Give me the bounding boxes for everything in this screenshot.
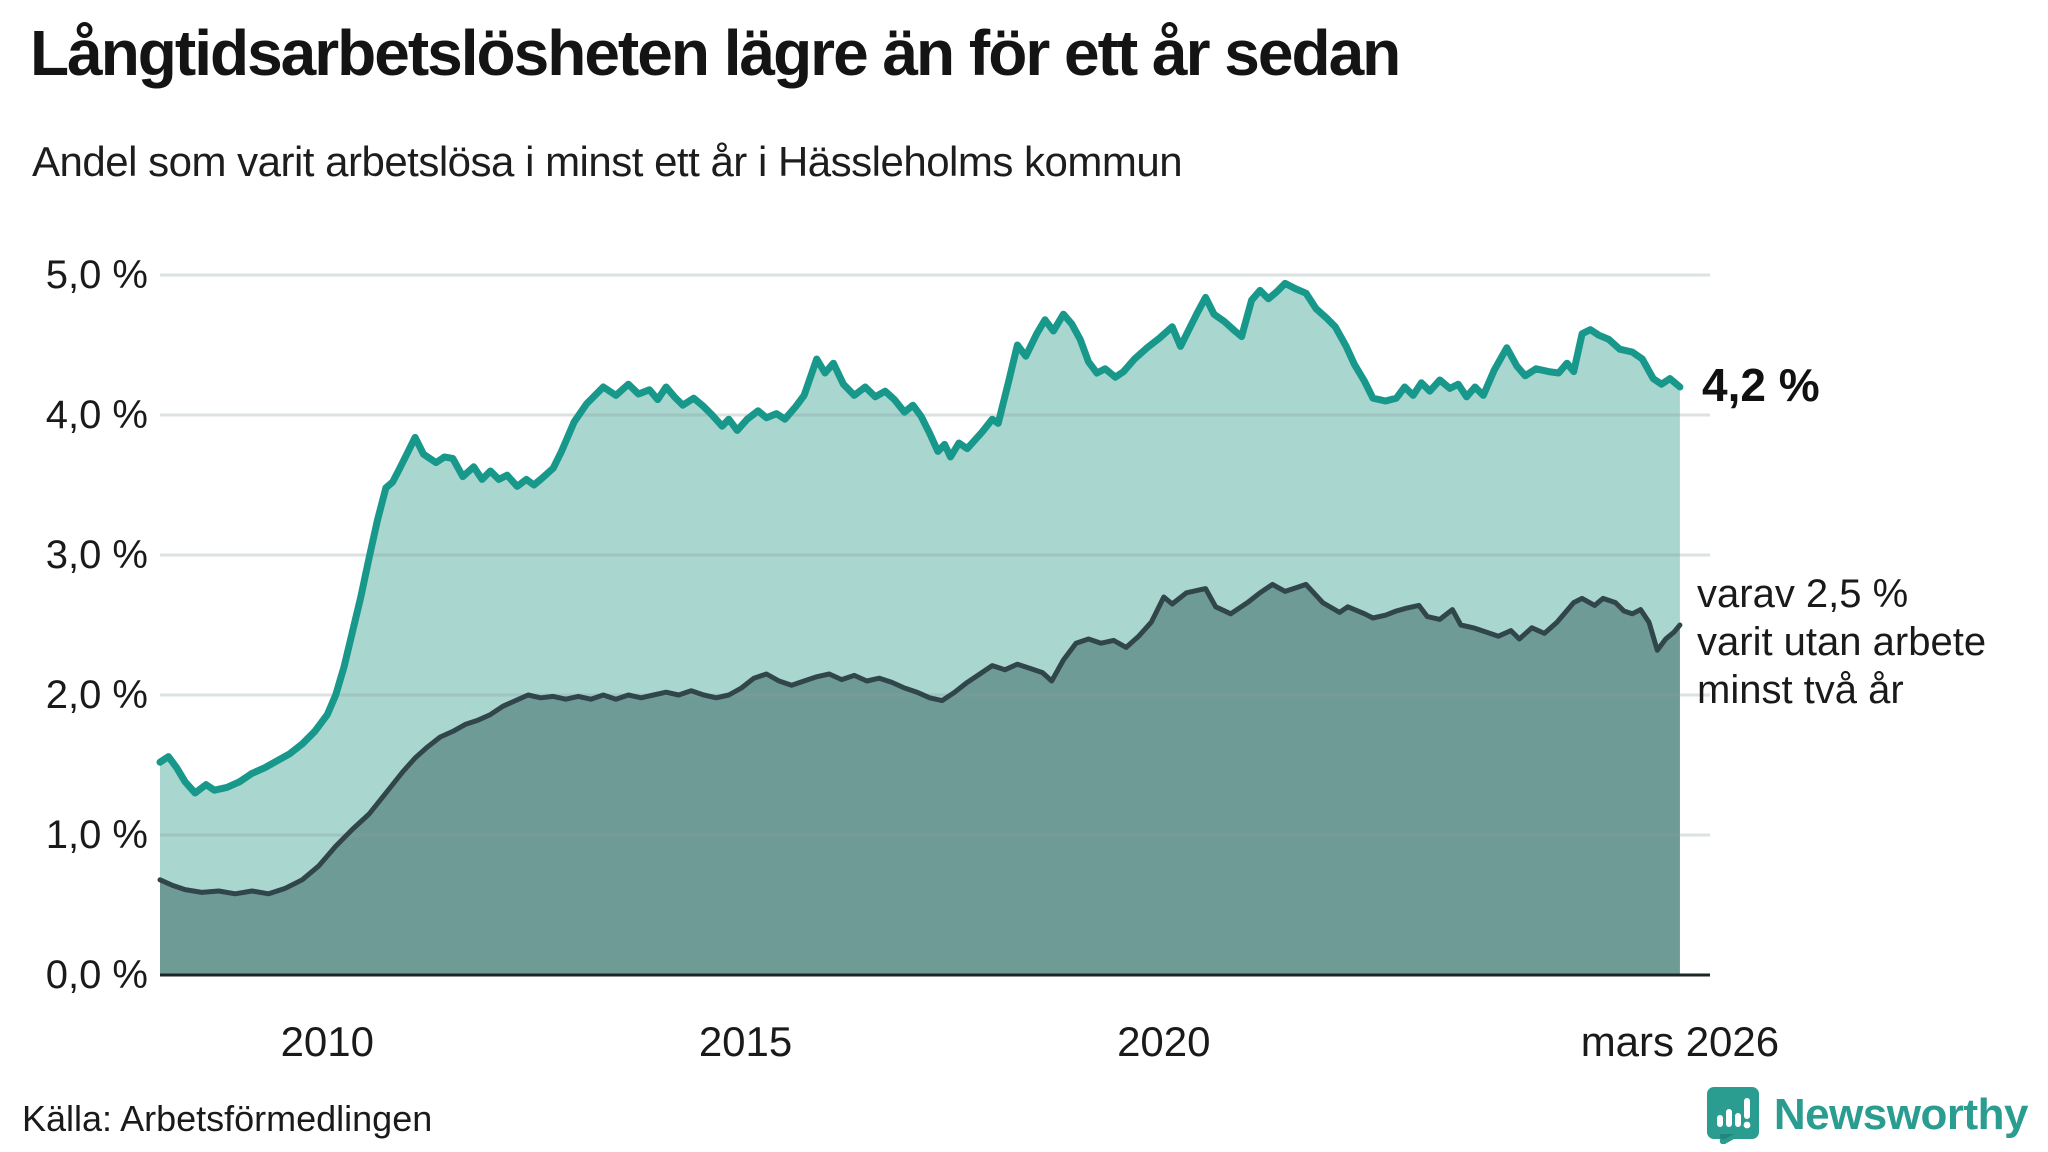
- page-title: Långtidsarbetslösheten lägre än för ett …: [30, 17, 1401, 89]
- newsworthy-logo-icon: [1706, 1086, 1760, 1145]
- brand-logo: Newsworthy: [1706, 1086, 2029, 1145]
- x-tick-label: 2010: [280, 1018, 375, 1065]
- x-tick-label: 2015: [698, 1018, 793, 1065]
- end-value-annotation: 4,2 %: [1702, 359, 1820, 411]
- series-line-one-year: [156, 279, 1684, 797]
- brand-name: Newsworthy: [1773, 1090, 2029, 1139]
- series-area-two-year: [160, 584, 1680, 975]
- x-tick-label: mars 2026: [1580, 1018, 1780, 1065]
- y-tick-label: 5,0 %: [45, 253, 148, 297]
- secondary-annotation: varav 2,5 % varit utan arbete minst två …: [1697, 570, 1986, 714]
- secondary-annotation-line1: varav 2,5 %: [1697, 572, 1909, 616]
- y-tick-label: 4,0 %: [45, 393, 148, 437]
- y-tick-label: 3,0 %: [45, 533, 148, 577]
- x-tick-label: 2020: [1117, 1018, 1211, 1065]
- secondary-annotation-line2: varit utan arbete: [1697, 620, 1987, 664]
- plot-area: [156, 200, 1710, 990]
- area-chart: [156, 273, 1710, 977]
- y-tick-label: 2,0 %: [45, 673, 148, 717]
- y-tick-label: 0,0 %: [45, 953, 148, 997]
- secondary-annotation-line3: minst två år: [1697, 668, 1904, 712]
- source-credit: Källa: Arbetsförmedlingen: [22, 1098, 433, 1139]
- y-tick-label: 1,0 %: [45, 813, 148, 857]
- chart-subtitle: Andel som varit arbetslösa i minst ett å…: [32, 138, 1183, 185]
- series-line-two-year: [157, 581, 1683, 897]
